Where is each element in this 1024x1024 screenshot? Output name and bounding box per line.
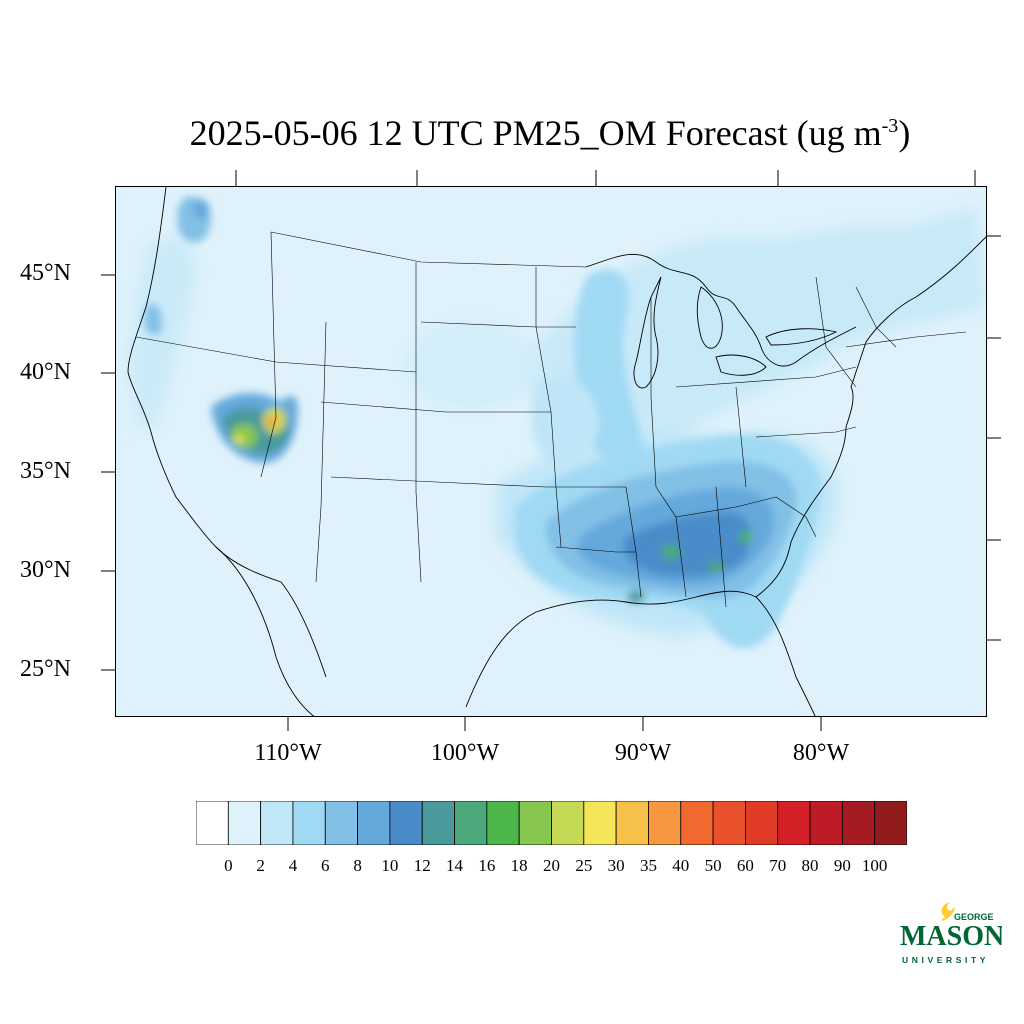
- colorbar-tick-label: 80: [801, 856, 819, 875]
- colorbar-tick-label: 0: [224, 856, 233, 875]
- title-exponent: -3: [881, 115, 899, 137]
- lon-label-80: 80°W: [792, 740, 850, 766]
- lat-label-40: 40°N: [20, 359, 71, 385]
- colorbar-swatch: [486, 801, 520, 845]
- colorbar-swatch: [680, 801, 714, 845]
- lon-label-90: 90°W: [614, 740, 672, 766]
- colorbar-swatch: [454, 801, 488, 845]
- colorbar-swatch: [292, 801, 326, 845]
- colorbar-swatch: [841, 801, 876, 845]
- utah-hotspot: [211, 393, 298, 463]
- colorbar-tick-label: 30: [607, 856, 625, 875]
- colorbar-swatch: [518, 801, 552, 845]
- colorbar-swatch: [712, 801, 746, 845]
- colorbar-tick-label: 90: [833, 856, 851, 875]
- colorbar-swatch: [196, 801, 229, 845]
- colorbar-tick-label: 12: [413, 856, 431, 875]
- colorbar-swatch: [389, 801, 423, 845]
- colorbar-tick-label: 18: [510, 856, 528, 875]
- pacific-northwest-plume: [144, 196, 211, 335]
- colorbar-tick-label: 20: [543, 856, 560, 875]
- colorbar-tick-label: 16: [478, 856, 496, 875]
- colorbar-swatch: [324, 801, 358, 845]
- colorbar-swatch: [583, 801, 617, 845]
- colorbar-tick-label: 100: [861, 856, 888, 875]
- colorbar-tick-label: 4: [288, 856, 298, 875]
- colorbar: [196, 801, 907, 845]
- colorbar-tick-label: 6: [321, 856, 330, 875]
- colorbar-swatch: [874, 801, 907, 845]
- midwest-plume: [531, 269, 646, 467]
- colorbar-swatch: [551, 801, 585, 845]
- colorbar-swatch: [615, 801, 649, 845]
- title-text: 2025-05-06 12 UTC PM25_OM Forecast (ug m: [189, 113, 882, 153]
- forecast-map: [115, 186, 987, 717]
- lat-label-25: 25°N: [20, 656, 71, 682]
- colorbar-swatch: [745, 801, 779, 845]
- lat-label-35: 35°N: [20, 458, 71, 484]
- colorbar-tick-label: 2: [256, 856, 265, 875]
- lat-label-30: 30°N: [20, 557, 71, 583]
- lat-label-45: 45°N: [20, 260, 71, 286]
- colorbar-swatch: [648, 801, 682, 845]
- map-title: 2025-05-06 12 UTC PM25_OM Forecast (ug m…: [0, 112, 1024, 154]
- colorbar-tick-label: 25: [575, 856, 593, 875]
- logo-line2: MASON: [900, 921, 1002, 952]
- colorbar-tick-label: 8: [353, 856, 362, 875]
- colorbar-tick-label: 70: [769, 856, 787, 875]
- colorbar-swatch: [260, 801, 294, 845]
- colorbar-tick-label: 50: [704, 856, 722, 875]
- coastlines: [127, 187, 986, 716]
- colorbar-tick-label: 60: [736, 856, 754, 875]
- logo-line1: GEORGE: [954, 912, 994, 922]
- george-mason-logo: GEORGE MASON UNIVERSITY: [900, 902, 1002, 965]
- lon-label-100: 100°W: [430, 740, 500, 766]
- colorbar-swatch: [227, 801, 262, 845]
- colorbar-swatch: [809, 801, 843, 845]
- colorbar-swatch: [357, 801, 391, 845]
- colorbar-tick-label: 10: [381, 856, 399, 875]
- lon-label-110: 110°W: [254, 740, 322, 766]
- colorbar-tick-label: 14: [446, 856, 464, 875]
- colorbar-labels: 0 2 4 6 8 10 12 14 16 18 20 25 30 35 40 50 60 70 80 90 100: [196, 856, 907, 878]
- logo-line3: UNIVERSITY: [902, 955, 989, 965]
- title-suffix: ): [898, 113, 911, 153]
- colorbar-tick-label: 35: [639, 856, 657, 875]
- colorbar-tick-label: 40: [672, 856, 690, 875]
- colorbar-swatch: [421, 801, 455, 845]
- colorbar-swatch: [777, 801, 811, 845]
- southeast-plume: [514, 434, 821, 649]
- state-boundaries: [135, 231, 967, 608]
